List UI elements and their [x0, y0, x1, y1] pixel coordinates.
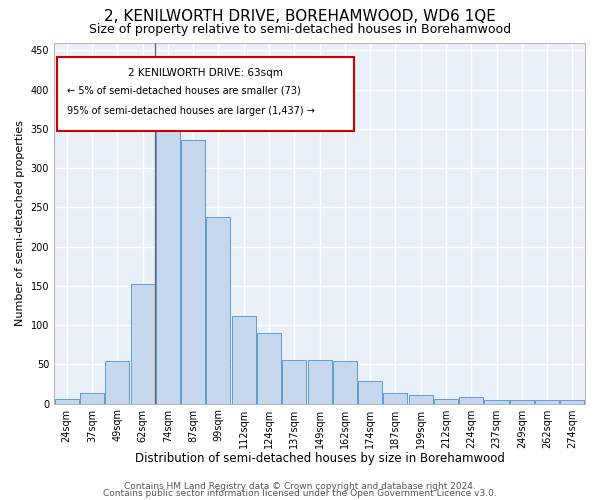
- Bar: [409, 395, 433, 404]
- Text: Contains public sector information licensed under the Open Government Licence v3: Contains public sector information licen…: [103, 490, 497, 498]
- Bar: [308, 360, 332, 404]
- Bar: [383, 392, 407, 404]
- Text: 2, KENILWORTH DRIVE, BOREHAMWOOD, WD6 1QE: 2, KENILWORTH DRIVE, BOREHAMWOOD, WD6 1Q…: [104, 9, 496, 24]
- Text: 95% of semi-detached houses are larger (1,437) →: 95% of semi-detached houses are larger (…: [67, 106, 315, 116]
- X-axis label: Distribution of semi-detached houses by size in Borehamwood: Distribution of semi-detached houses by …: [134, 452, 505, 465]
- Bar: [434, 399, 458, 404]
- Text: Size of property relative to semi-detached houses in Borehamwood: Size of property relative to semi-detach…: [89, 22, 511, 36]
- Bar: [459, 398, 483, 404]
- Bar: [510, 400, 534, 404]
- Text: 2 KENILWORTH DRIVE: 63sqm: 2 KENILWORTH DRIVE: 63sqm: [128, 68, 283, 78]
- Bar: [131, 284, 155, 404]
- Bar: [80, 394, 104, 404]
- Bar: [232, 316, 256, 404]
- FancyBboxPatch shape: [56, 57, 354, 131]
- Bar: [181, 140, 205, 404]
- Y-axis label: Number of semi-detached properties: Number of semi-detached properties: [15, 120, 25, 326]
- Bar: [333, 361, 357, 404]
- Bar: [105, 361, 129, 404]
- Bar: [156, 129, 180, 404]
- Text: ← 5% of semi-detached houses are smaller (73): ← 5% of semi-detached houses are smaller…: [67, 86, 301, 96]
- Bar: [282, 360, 306, 404]
- Bar: [55, 399, 79, 404]
- Text: Contains HM Land Registry data © Crown copyright and database right 2024.: Contains HM Land Registry data © Crown c…: [124, 482, 476, 491]
- Bar: [535, 400, 559, 404]
- Bar: [484, 400, 509, 404]
- Bar: [257, 333, 281, 404]
- Bar: [206, 217, 230, 404]
- Bar: [560, 400, 584, 404]
- Bar: [358, 381, 382, 404]
